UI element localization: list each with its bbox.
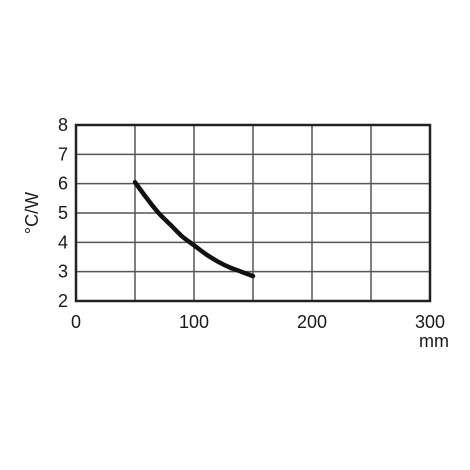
y-tick-label: 6	[58, 174, 68, 194]
y-axis-label: °C/W	[22, 192, 42, 234]
y-tick-label: 8	[58, 115, 68, 135]
x-tick-label: 200	[297, 312, 327, 332]
x-axis-label: mm	[419, 331, 449, 351]
y-tick-label: 4	[58, 232, 68, 252]
y-tick-label: 2	[58, 291, 68, 311]
plot-frame	[74, 123, 432, 303]
y-tick-label: 5	[58, 203, 68, 223]
x-tick-label: 100	[179, 312, 209, 332]
y-tick-label: 7	[58, 144, 68, 164]
y-tick-label: 3	[58, 262, 68, 282]
x-tick-label: 0	[71, 312, 81, 332]
x-tick-label: 300	[415, 312, 445, 332]
y-tick-labels: 2 3 4 5 6 7 8	[58, 115, 68, 311]
x-tick-labels: 0 100 200 300	[71, 312, 445, 332]
series-line	[132, 179, 256, 279]
